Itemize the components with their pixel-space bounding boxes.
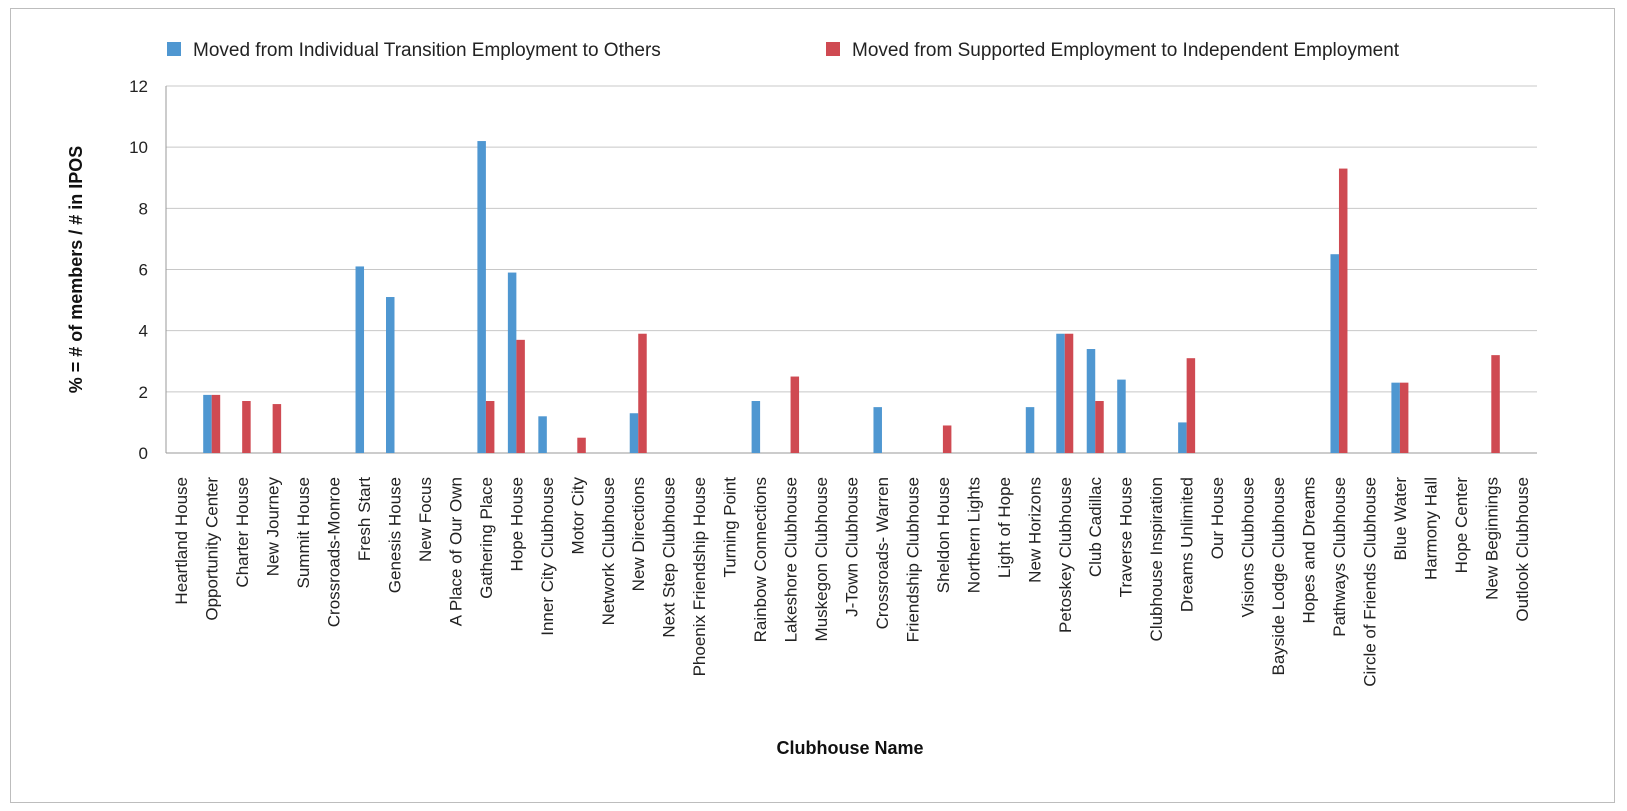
- legend: Moved from Individual Transition Employm…: [167, 40, 1400, 61]
- x-tick-label: New Focus: [416, 477, 435, 562]
- bars: [203, 141, 1500, 454]
- x-tick-label: Petoskey Clubhouse: [1056, 477, 1075, 633]
- bar-ite-to-others: [751, 401, 761, 453]
- x-tick-label: Inner City Clubhouse: [538, 477, 557, 636]
- bar-ite-to-others: [1056, 333, 1065, 453]
- x-tick-label: Hope House: [507, 477, 526, 572]
- x-tick-label: Crossroads- Warren: [873, 477, 892, 629]
- bar-se-to-independent: [1064, 333, 1074, 453]
- x-tick-label: Lakeshore Clubhouse: [782, 477, 801, 642]
- x-tick-label: Hopes and Dreams: [1300, 477, 1319, 623]
- x-tick-label: Crossroads-Monroe: [325, 477, 344, 627]
- x-tick-label: Next Step Clubhouse: [660, 477, 679, 638]
- y-tick-label: 10: [129, 138, 148, 157]
- x-tick-label: Motor City: [568, 477, 587, 555]
- y-axis-ticks: 0 2 4 6 8 10 12: [129, 77, 148, 463]
- x-tick-label: Blue Water: [1391, 477, 1410, 561]
- x-tick-label: Northern Lights: [964, 477, 983, 593]
- bar-ite-to-others: [1178, 422, 1187, 453]
- x-tick-label: Genesis House: [386, 477, 405, 593]
- x-tick-label: Visions Clubhouse: [1239, 477, 1258, 618]
- bar-se-to-independent: [516, 339, 525, 453]
- x-tick-label: New Journey: [264, 477, 283, 577]
- x-tick-label: Sheldon House: [934, 477, 953, 593]
- legend-label: Moved from Individual Transition Employm…: [193, 40, 661, 61]
- x-tick-label: Heartland House: [172, 477, 191, 605]
- bar-se-to-independent: [211, 394, 221, 453]
- legend-swatch: [167, 42, 181, 56]
- x-tick-label: Muskegon Clubhouse: [812, 477, 831, 641]
- bar-ite-to-others: [629, 413, 639, 453]
- x-tick-label: Opportunity Center: [203, 477, 222, 621]
- y-axis-title: % = # of members / # in IPOS: [66, 146, 86, 394]
- bar-se-to-independent: [485, 401, 495, 453]
- x-tick-label: Light of Hope: [995, 477, 1014, 578]
- x-tick-label: Pathways Clubhouse: [1330, 477, 1349, 637]
- x-tick-label: Outlook Clubhouse: [1513, 477, 1532, 622]
- x-tick-label: A Place of Our Own: [446, 477, 465, 626]
- x-tick-label: New Horizons: [1025, 477, 1044, 583]
- bar-se-to-independent: [638, 333, 647, 453]
- bar-ite-to-others: [1086, 349, 1096, 453]
- bar-ite-to-others: [1025, 407, 1035, 453]
- x-tick-label: Traverse House: [1117, 477, 1136, 597]
- x-tick-label: Hope Center: [1452, 477, 1471, 574]
- x-tick-label: New Beginnings: [1482, 477, 1501, 600]
- x-tick-label: J-Town Clubhouse: [843, 477, 862, 617]
- x-tick-label: Clubhouse Inspiration: [1147, 477, 1166, 641]
- x-tick-label: Club Cadillac: [1086, 477, 1105, 578]
- bar-ite-to-others: [538, 416, 547, 453]
- y-tick-label: 4: [139, 322, 148, 341]
- bar-se-to-independent: [1095, 401, 1104, 453]
- bar-ite-to-others: [203, 394, 212, 453]
- bar-se-to-independent: [242, 401, 251, 453]
- x-tick-label: Fresh Start: [355, 477, 374, 561]
- x-axis-title: Clubhouse Name: [776, 738, 923, 758]
- x-tick-label: Gathering Place: [477, 477, 496, 599]
- x-tick-label: Friendship Clubhouse: [903, 477, 922, 642]
- bar-se-to-independent: [790, 376, 800, 453]
- legend-label: Moved from Supported Employment to Indep…: [852, 40, 1400, 61]
- x-tick-label: Charter House: [233, 477, 252, 588]
- x-tick-label: New Directions: [629, 477, 648, 591]
- x-tick-label: Circle of Friends Clubhouse: [1360, 477, 1379, 687]
- x-tick-label: Summit House: [294, 477, 313, 588]
- y-tick-label: 6: [139, 261, 148, 280]
- bar-ite-to-others: [355, 266, 365, 453]
- bar-se-to-independent: [1338, 168, 1348, 453]
- x-tick-label: Bayside Lodge Clubhouse: [1269, 477, 1288, 675]
- bar-ite-to-others: [507, 272, 517, 453]
- y-tick-label: 0: [139, 444, 148, 463]
- legend-swatch: [826, 42, 840, 56]
- bar-se-to-independent: [1186, 358, 1196, 453]
- x-tick-label: Our House: [1208, 477, 1227, 559]
- bar-se-to-independent: [577, 437, 586, 453]
- bar-ite-to-others: [1391, 382, 1400, 453]
- bar-se-to-independent: [272, 404, 282, 453]
- y-tick-label: 8: [139, 199, 148, 218]
- bar-ite-to-others: [477, 141, 486, 454]
- bar-ite-to-others: [1117, 379, 1126, 453]
- bar-ite-to-others: [386, 297, 395, 453]
- x-tick-label: Rainbow Connections: [751, 477, 770, 642]
- bar-ite-to-others: [1330, 254, 1339, 453]
- y-tick-label: 12: [129, 77, 148, 96]
- x-tick-label: Harmony Hall: [1421, 477, 1440, 580]
- bar-se-to-independent: [942, 425, 952, 453]
- bar-ite-to-others: [873, 407, 882, 453]
- x-tick-label: Dreams Unlimited: [1178, 477, 1197, 612]
- x-axis-ticks: Heartland House Opportunity Center Charter…: [172, 477, 1532, 687]
- x-tick-label: Turning Point: [721, 477, 740, 578]
- x-tick-label: Phoenix Friendship House: [690, 477, 709, 676]
- x-tick-label: Network Clubhouse: [599, 477, 618, 625]
- y-tick-label: 2: [139, 383, 148, 402]
- bar-se-to-independent: [1399, 382, 1409, 453]
- bar-se-to-independent: [1491, 355, 1500, 453]
